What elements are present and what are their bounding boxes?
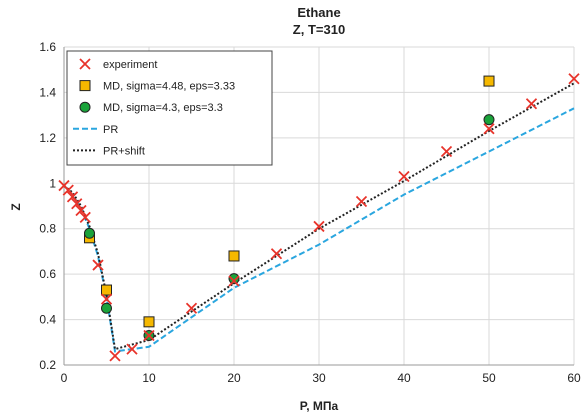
x-tick-label: 20 bbox=[227, 371, 241, 385]
legend-label: PR+shift bbox=[103, 145, 145, 157]
data-point bbox=[92, 259, 104, 271]
y-tick-label: 1.2 bbox=[39, 131, 56, 145]
data-point bbox=[62, 184, 74, 196]
data-point bbox=[101, 302, 112, 314]
legend-marker bbox=[79, 80, 91, 92]
data-point bbox=[483, 123, 495, 135]
data-point bbox=[71, 198, 83, 210]
data-point bbox=[525, 98, 538, 110]
series-markers bbox=[58, 73, 580, 362]
legend-label: experiment bbox=[103, 59, 157, 71]
y-tick-label: 1 bbox=[49, 176, 56, 190]
legend: experiment MD, sigma=4.48, eps=3.33 MD, si… bbox=[66, 50, 273, 166]
y-tick-label: 1.6 bbox=[39, 40, 56, 54]
y-tick-label: 0.2 bbox=[39, 358, 56, 372]
x-tick-label: 10 bbox=[142, 371, 156, 385]
y-tick-label: 0.8 bbox=[39, 222, 56, 236]
data-point bbox=[66, 191, 79, 203]
data-point bbox=[143, 329, 155, 342]
data-point bbox=[483, 75, 495, 87]
data-point bbox=[143, 316, 155, 328]
data-point bbox=[313, 220, 325, 233]
data-point bbox=[185, 302, 198, 314]
x-tick-label: 60 bbox=[567, 371, 581, 385]
data-point bbox=[228, 275, 240, 287]
legend-box bbox=[66, 50, 273, 166]
x-tick-label: 40 bbox=[397, 371, 411, 385]
data-point bbox=[270, 248, 283, 260]
data-point bbox=[568, 73, 580, 85]
legend-label: MD, sigma=4.48, eps=3.33 bbox=[103, 81, 235, 93]
data-point bbox=[355, 195, 368, 208]
legend-label: PR bbox=[103, 124, 118, 136]
tick-labels: 0.2 0.4 0.6 0.8 1 1.2 1.4 1.6 0 10 20 30 40 50 60 bbox=[39, 40, 581, 385]
y-tick-label: 0.6 bbox=[39, 267, 56, 281]
legend-entry: PR+shift bbox=[73, 145, 145, 157]
x-tick-label: 50 bbox=[482, 371, 496, 385]
data-point bbox=[101, 284, 112, 296]
data-point bbox=[109, 350, 121, 362]
legend-label: MD, sigma=4.3, eps=3.3 bbox=[103, 102, 223, 114]
y-axis-label: Z bbox=[9, 203, 23, 210]
legend-entry: MD, sigma=4.3, eps=3.3 bbox=[79, 101, 223, 114]
legend-marker bbox=[79, 101, 91, 113]
chart-title: Ethane bbox=[297, 5, 340, 20]
data-point bbox=[440, 145, 453, 158]
data-point bbox=[75, 204, 87, 217]
legend-entry: MD, sigma=4.48, eps=3.33 bbox=[79, 80, 235, 93]
data-point bbox=[100, 293, 113, 305]
axes bbox=[63, 47, 574, 366]
data-point bbox=[126, 343, 138, 355]
data-point bbox=[228, 273, 240, 285]
data-point bbox=[79, 211, 91, 223]
x-axis-label: P, МПа bbox=[300, 399, 339, 413]
y-tick-label: 1.4 bbox=[39, 85, 56, 99]
legend-marker bbox=[79, 58, 91, 70]
data-point bbox=[228, 250, 240, 262]
y-tick-label: 0.4 bbox=[39, 313, 56, 327]
legend-entry: experiment bbox=[79, 58, 157, 71]
x-tick-label: 0 bbox=[61, 371, 68, 385]
legend-entry: PR bbox=[73, 124, 118, 136]
data-point bbox=[398, 170, 410, 183]
data-point bbox=[483, 114, 495, 126]
chart-subtitle: Z, T=310 bbox=[293, 22, 345, 37]
x-tick-label: 30 bbox=[312, 371, 326, 385]
data-point bbox=[84, 227, 95, 239]
